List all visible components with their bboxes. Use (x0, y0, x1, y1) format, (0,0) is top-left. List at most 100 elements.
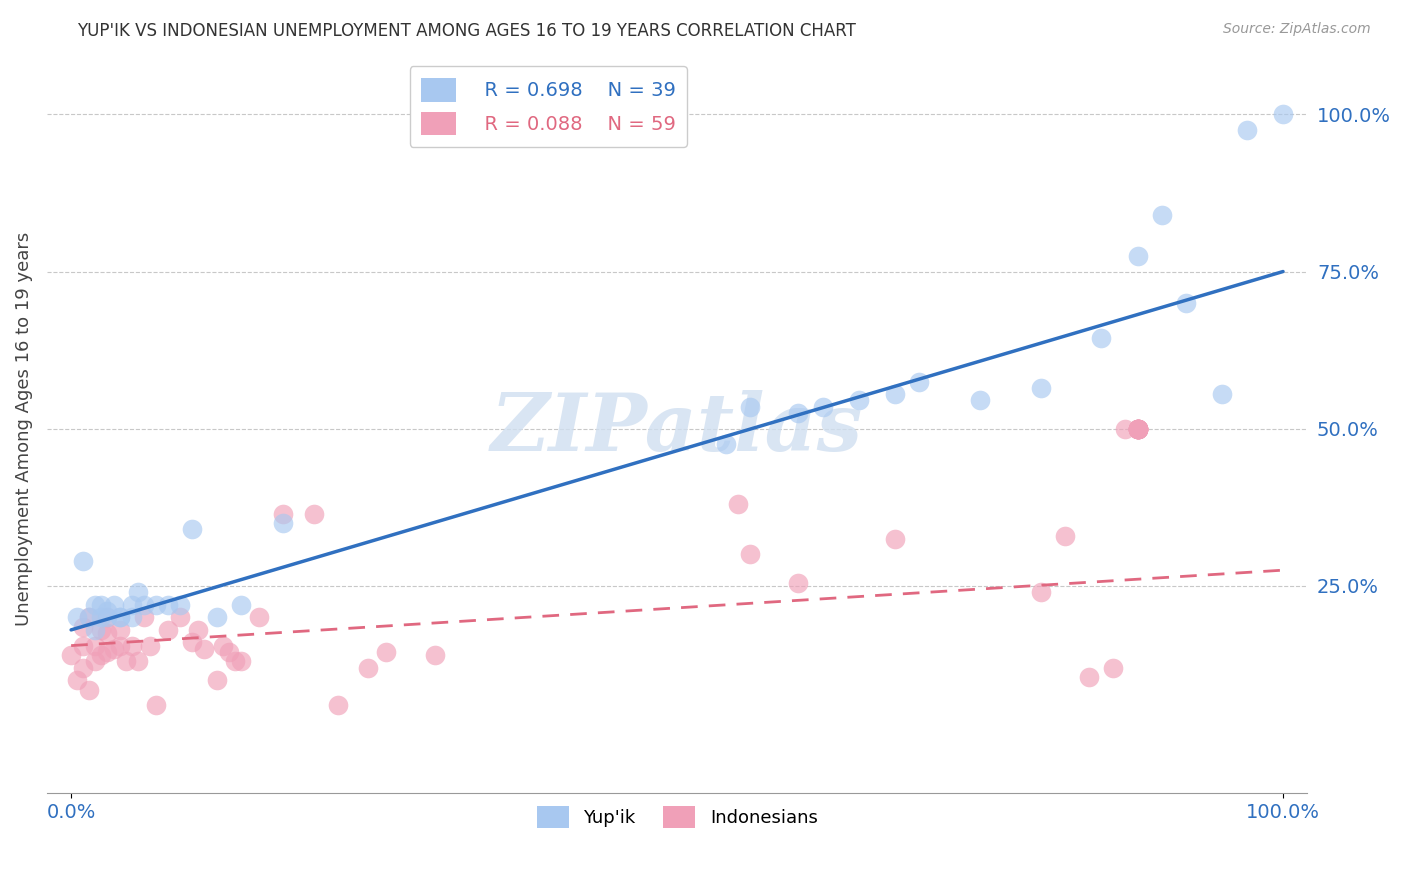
Point (72, 620, 94, 634)
Point (139, 639, 162, 653)
Point (84, 639, 107, 653)
Point (787, 575, 810, 590)
Point (787, 406, 810, 420)
Point (90, 598, 112, 612)
Point (79, 682, 101, 697)
Point (187, 623, 209, 637)
Point (84, 623, 107, 637)
Point (108, 610, 131, 624)
Point (1150, 208, 1173, 222)
Point (96, 604, 118, 618)
Point (1126, 422, 1149, 436)
Point (247, 610, 270, 624)
Point (1114, 422, 1136, 436)
Point (423, 648, 446, 662)
Point (1029, 585, 1052, 599)
Point (714, 437, 737, 451)
Point (108, 610, 131, 624)
Point (908, 375, 931, 389)
Point (66, 610, 89, 624)
Point (96, 645, 118, 659)
Point (1078, 670, 1101, 684)
Point (108, 639, 131, 653)
Point (229, 598, 252, 612)
Point (1029, 381, 1052, 395)
Point (60, 648, 83, 662)
Point (181, 635, 204, 649)
Point (205, 673, 228, 688)
Point (132, 610, 155, 624)
Point (84, 654, 107, 668)
Point (738, 548, 761, 562)
Point (357, 660, 380, 674)
Point (132, 598, 155, 612)
Point (96, 626, 118, 640)
Point (127, 585, 149, 599)
Text: ZIPatlas: ZIPatlas (491, 390, 863, 467)
Point (1126, 422, 1149, 436)
Point (157, 598, 180, 612)
Point (1126, 422, 1149, 436)
Point (848, 393, 870, 408)
Point (1175, 296, 1198, 310)
Point (1126, 422, 1149, 436)
Point (1053, 528, 1076, 542)
Point (271, 507, 294, 521)
Point (169, 610, 191, 624)
Point (157, 623, 180, 637)
Point (1126, 422, 1149, 436)
Y-axis label: Unemployment Among Ages 16 to 19 years: Unemployment Among Ages 16 to 19 years (15, 232, 32, 626)
Point (1090, 330, 1112, 344)
Point (1102, 660, 1125, 674)
Point (727, 497, 749, 511)
Point (193, 641, 215, 656)
Point (326, 698, 349, 713)
Point (1272, 107, 1295, 121)
Text: Source: ZipAtlas.com: Source: ZipAtlas.com (1223, 22, 1371, 37)
Point (96, 610, 118, 624)
Point (1211, 387, 1233, 401)
Point (211, 639, 233, 653)
Point (205, 610, 228, 624)
Point (1126, 422, 1149, 436)
Point (884, 387, 907, 401)
Point (121, 610, 143, 624)
Point (969, 393, 991, 408)
Point (79, 610, 101, 624)
Point (218, 645, 240, 659)
Point (72, 554, 94, 568)
Point (145, 698, 167, 713)
Point (103, 598, 125, 612)
Point (169, 598, 191, 612)
Point (108, 623, 131, 637)
Point (96, 610, 118, 624)
Point (181, 522, 204, 536)
Point (66, 673, 89, 688)
Point (229, 654, 252, 668)
Point (84, 598, 107, 612)
Point (103, 641, 125, 656)
Point (90, 610, 112, 624)
Point (90, 623, 112, 637)
Point (1126, 249, 1149, 263)
Point (72, 660, 94, 674)
Point (127, 654, 149, 668)
Point (121, 639, 143, 653)
Point (1236, 123, 1258, 137)
Point (79, 610, 101, 624)
Legend: Yup'ik, Indonesians: Yup'ik, Indonesians (529, 799, 825, 836)
Point (738, 400, 761, 414)
Text: YUP'IK VS INDONESIAN UNEMPLOYMENT AMONG AGES 16 TO 19 YEARS CORRELATION CHART: YUP'IK VS INDONESIAN UNEMPLOYMENT AMONG … (77, 22, 856, 40)
Point (302, 507, 325, 521)
Point (114, 654, 136, 668)
Point (1126, 422, 1149, 436)
Point (271, 516, 294, 530)
Point (121, 598, 143, 612)
Point (224, 654, 246, 668)
Point (72, 639, 94, 653)
Point (884, 532, 907, 546)
Point (1126, 422, 1149, 436)
Point (375, 645, 398, 659)
Point (811, 400, 834, 414)
Point (145, 598, 167, 612)
